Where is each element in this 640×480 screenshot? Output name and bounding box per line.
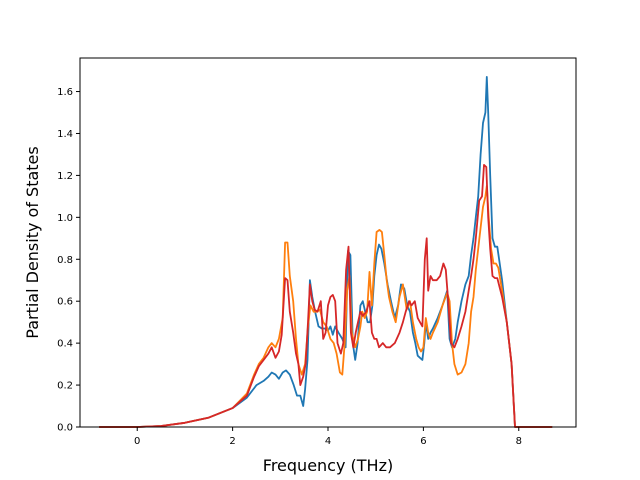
x-tick-label: 8 <box>516 436 522 447</box>
y-tick-label: 1.6 <box>57 87 73 98</box>
series-layer <box>99 76 553 428</box>
series-line-3 <box>99 164 553 428</box>
y-axis: 0.0 0.2 0.4 0.6 0.8 1.0 1.2 1.4 1.6 <box>57 87 80 434</box>
x-tick-label: 2 <box>229 436 235 447</box>
x-axis: 0 2 4 6 8 <box>134 427 522 447</box>
y-tick-label: 1.4 <box>57 129 73 140</box>
x-tick-label: 4 <box>325 436 331 447</box>
y-tick-label: 0.4 <box>57 339 73 350</box>
y-tick-label: 1.0 <box>57 213 73 224</box>
series-line-2 <box>99 185 553 428</box>
y-tick-label: 0.6 <box>57 297 73 308</box>
y-tick-label: 1.2 <box>57 171 73 182</box>
y-tick-label: 0.0 <box>57 423 73 434</box>
x-tick-label: 0 <box>134 436 140 447</box>
y-tick-label: 0.2 <box>57 381 73 392</box>
x-axis-title: Frequency (THz) <box>263 456 393 475</box>
y-tick-label: 0.8 <box>57 255 73 266</box>
series-line-1 <box>99 76 553 428</box>
x-tick-label: 6 <box>420 436 426 447</box>
y-axis-title: Partial Density of States <box>23 146 42 338</box>
